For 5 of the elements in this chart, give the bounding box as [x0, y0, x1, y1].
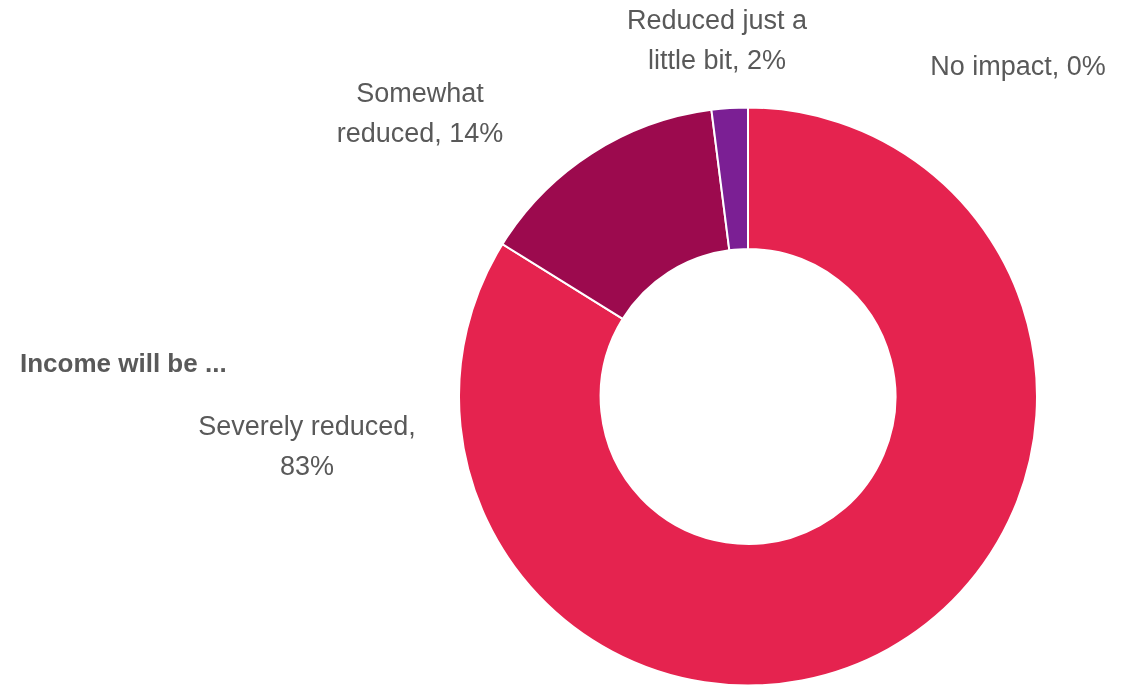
slice-label: Reduced just a little bit, 2%: [626, 5, 809, 76]
text: Income will be ...: [20, 348, 227, 379]
slice-label: Severely reduced, 83%: [198, 411, 416, 482]
slice-label: Somewhat reduced, 14%: [336, 78, 504, 149]
category-label: No impact, 0%: [930, 51, 1106, 82]
